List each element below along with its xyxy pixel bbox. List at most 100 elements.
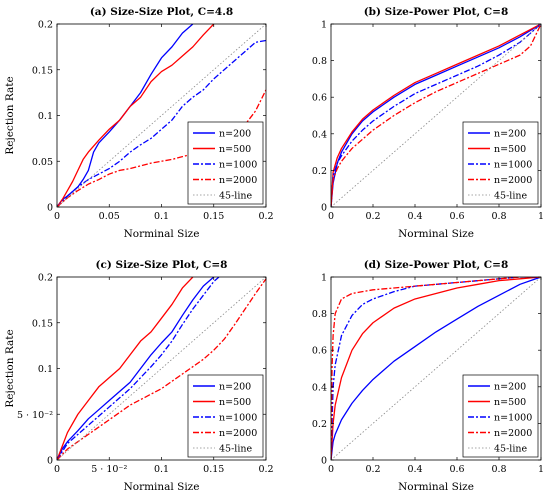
series-line-n=200 [57, 24, 194, 207]
x-tick-label: 1 [538, 211, 544, 222]
y-tick-label: 0.2 [38, 273, 53, 284]
x-tick-label: 0.15 [203, 211, 224, 222]
series-line-45-line [331, 277, 541, 460]
y-tick-label: 0 [321, 203, 327, 214]
x-axis-label: Norminal Size [398, 228, 474, 240]
legend-label-n=1000: n=1000 [219, 413, 257, 424]
x-tick-label: 0.6 [449, 211, 464, 222]
series-line-n=2000 [57, 278, 266, 460]
legend-label-n=200: n=200 [494, 382, 526, 393]
legend-label-n=200: n=200 [494, 129, 526, 140]
y-tick-label: 0.6 [312, 346, 327, 357]
x-tick-label: 0 [328, 211, 334, 222]
legend-label-n=200: n=200 [219, 382, 251, 393]
series-line-45-line [57, 24, 266, 207]
legend: n=200 n=500 n=1000 n=2000 45-line [187, 121, 264, 205]
x-tick-label: 0 [54, 464, 60, 475]
y-tick-label: 0.4 [312, 382, 327, 393]
chart-title: (a) Size-Size Plot, C=4.8 [90, 6, 233, 18]
legend: n=200 n=500 n=1000 n=2000 45-line [462, 374, 539, 458]
x-axis-label: Norminal Size [124, 228, 200, 240]
y-tick-label: 0.1 [38, 111, 53, 122]
y-tick-label: 0.2 [38, 20, 53, 31]
x-tick-label: 0.4 [407, 464, 422, 475]
series-line-n=2000 [331, 277, 541, 460]
x-tick-label: 0.6 [449, 464, 464, 475]
plot-frame [330, 276, 542, 461]
x-tick-label: 0.05 [99, 211, 120, 222]
legend-label-n=200: n=200 [219, 129, 251, 140]
x-tick-label: 0.15 [203, 464, 224, 475]
y-tick-label: 0.15 [32, 65, 53, 76]
legend: n=200 n=500 n=1000 n=2000 45-line [187, 374, 264, 458]
legend-label-n=1000: n=1000 [219, 160, 257, 171]
x-tick-label: 0.4 [407, 211, 422, 222]
y-tick-label: 1 [321, 20, 327, 31]
chart-title: (b) Size-Power Plot, C=8 [364, 6, 509, 18]
legend-label-n=500: n=500 [219, 397, 251, 408]
x-tick-label: 0.8 [491, 211, 506, 222]
legend-label-n=500: n=500 [494, 144, 526, 155]
legend-label-45-line: 45-line [219, 444, 252, 455]
legend-label-45-line: 45-line [219, 191, 252, 202]
x-tick-label: 0 [328, 464, 334, 475]
y-tick-label: 0.1 [38, 364, 53, 375]
chart-title: (c) Size-Size Plot, C=8 [96, 259, 228, 271]
series-line-n=2000 [57, 89, 266, 207]
y-tick-label: 0.8 [312, 56, 327, 67]
series-line-n=500 [331, 277, 541, 460]
y-tick-label: 0.2 [312, 419, 327, 430]
series-line-n=500 [57, 24, 215, 207]
legend-label-n=500: n=500 [219, 144, 251, 155]
chart-panel-3: 0 0.2 0.4 0.6 0.8 1 0 0.2 0.4 0.6 0.8 1 (d) Size-Pow… [312, 259, 544, 493]
x-tick-label: 0.1 [154, 211, 169, 222]
y-axis-label: Rejection Rate [4, 76, 16, 154]
chart-panel-2: 0 5 · 10⁻² 0.1 0.15 0.2 0 5 · 10⁻² 0.1 0.15 0.2 (c… [4, 259, 274, 493]
chart-title: (d) Size-Power Plot, C=8 [364, 259, 509, 271]
x-tick-label: 5 · 10⁻² [91, 464, 127, 475]
x-tick-label: 0.1 [154, 464, 169, 475]
series-line-45-line [331, 24, 541, 207]
y-axis-label: Rejection Rate [4, 329, 16, 407]
chart-panel-0: 0 0.05 0.1 0.15 0.2 0 0.05 0.1 0.15 0.2 (a) Size-S… [4, 6, 274, 240]
legend-label-n=2000: n=2000 [494, 428, 532, 439]
legend-box [462, 374, 539, 458]
legend-box [187, 121, 264, 205]
legend-label-45-line: 45-line [494, 444, 527, 455]
y-tick-label: 0.8 [312, 309, 327, 320]
legend-label-n=500: n=500 [494, 397, 526, 408]
series-line-n=200 [57, 277, 215, 460]
legend-label-45-line: 45-line [494, 191, 527, 202]
series-line-n=500 [331, 24, 541, 207]
x-tick-label: 0.2 [258, 464, 273, 475]
y-tick-label: 5 · 10⁻² [17, 410, 53, 421]
y-tick-label: 0.05 [32, 157, 53, 168]
legend-label-n=1000: n=1000 [494, 160, 532, 171]
y-tick-label: 0 [321, 456, 327, 467]
legend-label-n=2000: n=2000 [494, 175, 532, 186]
x-tick-label: 0.8 [491, 464, 506, 475]
series-line-n=1000 [331, 24, 541, 207]
legend-label-n=2000: n=2000 [219, 428, 257, 439]
plot-frame [330, 23, 542, 208]
series-line-n=1000 [57, 39, 266, 207]
y-tick-label: 0.4 [312, 129, 327, 140]
legend-box [187, 374, 264, 458]
series-line-n=500 [57, 277, 194, 460]
y-tick-label: 1 [321, 273, 327, 284]
series-line-45-line [57, 277, 266, 460]
legend: n=200 n=500 n=1000 n=2000 45-line [462, 121, 539, 205]
y-tick-label: 0.15 [32, 318, 53, 329]
y-tick-label: 0 [47, 456, 53, 467]
x-tick-label: 0.2 [365, 464, 380, 475]
y-tick-label: 0 [47, 203, 53, 214]
y-tick-label: 0.2 [312, 166, 327, 177]
legend-label-n=2000: n=2000 [219, 175, 257, 186]
y-tick-label: 0.6 [312, 93, 327, 104]
series-line-n=200 [331, 277, 541, 460]
legend-box [462, 121, 539, 205]
x-tick-label: 0.2 [365, 211, 380, 222]
chart-panel-1: 0 0.2 0.4 0.6 0.8 1 0 0.2 0.4 0.6 0.8 1 (b) Size-Pow… [312, 6, 544, 240]
x-tick-label: 0.2 [258, 211, 273, 222]
